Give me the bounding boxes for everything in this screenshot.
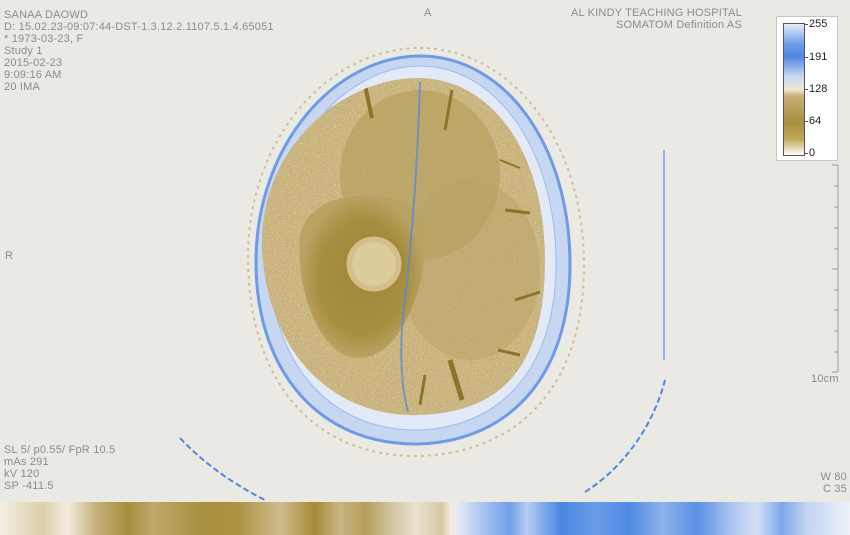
study-time: 9:09:16 AM [4, 69, 62, 81]
colormap-strip [0, 502, 850, 535]
orientation-anterior: A [424, 7, 432, 19]
colorbar-tick: 0 [809, 147, 816, 159]
mas-info: mAs 291 [4, 456, 49, 468]
patient-dob: * 1973-03-23, F [4, 33, 84, 45]
scale-label: 10cm [811, 373, 839, 385]
scanner-model: SOMATOM Definition AS [615, 19, 742, 31]
colorbar-tick: 191 [809, 51, 828, 63]
study-label: Study 1 [4, 45, 43, 57]
institution-info: AL KINDY TEACHING HOSPITAL SOMATOM Defin… [571, 7, 742, 31]
hospital-name: AL KINDY TEACHING HOSPITAL [570, 7, 742, 19]
patient-id: D: 15.02.23-09:07:44-DST-1.3.12.2.1107.5… [4, 21, 274, 33]
acquisition-info: SL 5/ p0.55/ FpR 10.5 mAs 291 kV 120 SP … [4, 444, 115, 492]
colorbar-tick: 128 [809, 83, 828, 95]
colorbar-legend: 255 191 128 64 0 [776, 16, 838, 161]
window-width: W 80 [820, 471, 847, 483]
sp-info: SP -411.5 [4, 480, 54, 492]
patient-info: SANAA DAOWD D: 15.02.23-09:07:44-DST-1.3… [4, 9, 274, 93]
patient-name: SANAA DAOWD [4, 9, 89, 21]
kv-info: kV 120 [4, 468, 40, 480]
image-number: 20 IMA [4, 81, 41, 93]
colorbar-gradient [783, 23, 805, 156]
study-date: 2015-02-23 [4, 57, 63, 69]
colorbar-tick: 64 [809, 115, 822, 127]
orientation-right: R [5, 250, 14, 262]
window-info: W 80 C 35 [821, 471, 847, 495]
slice-info: SL 5/ p0.55/ FpR 10.5 [4, 444, 116, 456]
colorbar-tick: 255 [809, 18, 828, 30]
window-center: C 35 [822, 483, 847, 495]
